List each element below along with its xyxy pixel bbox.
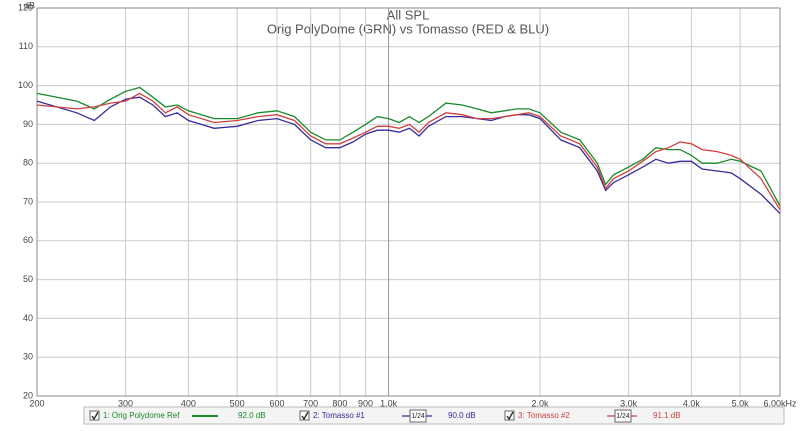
chart-subtitle: Orig PolyDome (GRN) vs Tomasso (RED & BL… [267,21,549,36]
x-tick-label: 600 [269,398,284,408]
x-tick-label: 2.0k [531,398,549,408]
y-tick-label: 60 [23,235,33,245]
legend-label: 3: Tomasso #2 [518,411,570,420]
y-tick-label: 120 [18,2,33,12]
y-tick-label: 30 [23,352,33,362]
y-tick-label: 80 [23,158,33,168]
x-tick-label: 6.00kHz [763,398,797,408]
y-tick-label: 70 [23,196,33,206]
legend-smoothing: 1/24 [411,413,425,420]
legend-label: 2: Tomasso #1 [313,411,365,420]
chart-title: All SPL [387,7,430,22]
legend-level: 91.1 dB [653,411,681,420]
y-tick-label: 100 [18,80,33,90]
series-line [36,92,781,211]
legend-smoothing-box[interactable] [614,409,632,423]
y-tick-label: 50 [23,274,33,284]
x-tick-label: 5.0k [732,398,750,408]
legend-checkbox[interactable] [299,410,310,421]
y-tick-label: 20 [23,390,33,400]
x-tick-label: 200 [29,398,44,408]
legend-box [83,406,785,425]
x-tick-label: 800 [332,398,347,408]
x-tick-label: 300 [118,398,133,408]
legend-checkbox[interactable] [89,410,100,421]
x-tick-label: 3.0k [620,398,638,408]
y-tick-label: 90 [23,119,33,129]
legend-check [301,411,309,421]
legend-smoothing: 1/24 [616,413,630,420]
y-tick-label: 110 [19,41,33,51]
x-tick-label: 700 [303,398,318,408]
y-tick-label: 40 [23,313,33,323]
x-tick-label: 900 [358,398,373,408]
legend-level: 92.0 dB [238,411,266,420]
legend-check [91,411,99,421]
plot-frame [36,7,781,397]
y-axis-label: dB [24,0,35,10]
legend-level: 90.0 dB [448,411,476,420]
x-tick-label: 1.0k [380,398,398,408]
x-tick-label: 400 [181,398,196,408]
legend-check [506,411,514,421]
legend-label: 1: Orig Polydome Ref [103,411,180,420]
legend-checkbox[interactable] [504,410,515,421]
x-tick-label: 4.0k [683,398,701,408]
x-tick-label: 500 [230,398,245,408]
series-line [36,96,781,215]
legend-smoothing-box[interactable] [409,409,427,423]
